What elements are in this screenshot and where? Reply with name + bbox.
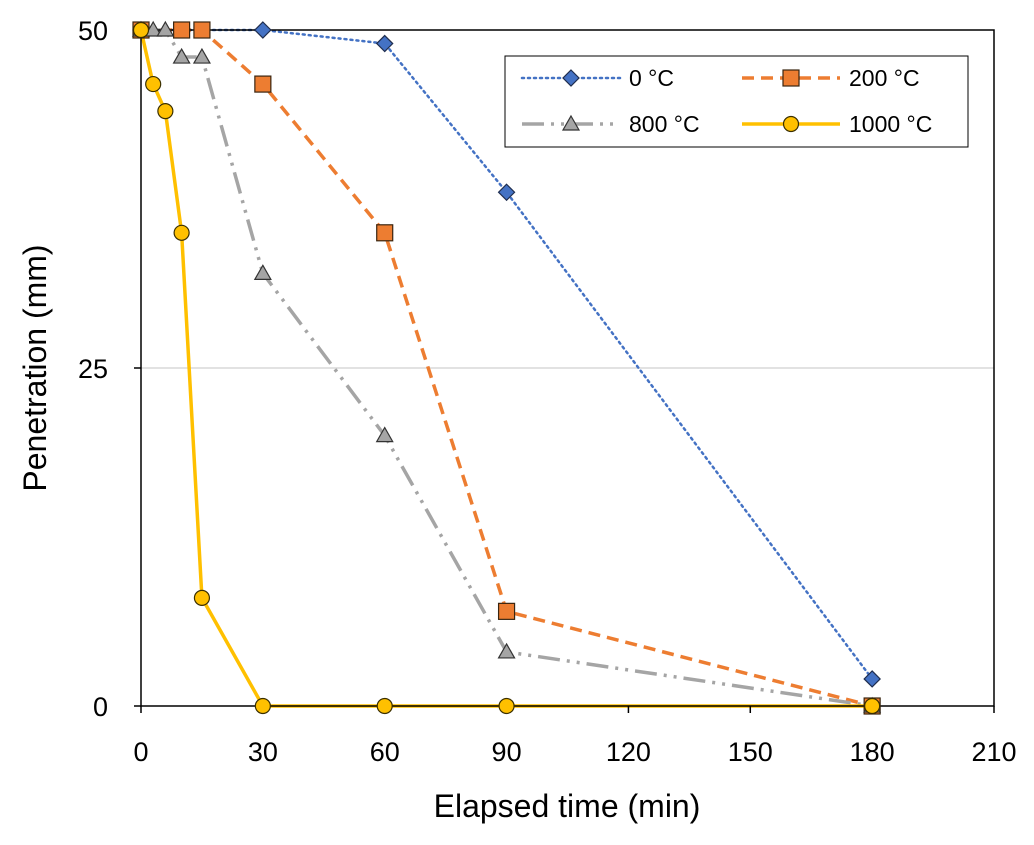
- legend-marker-2: [561, 114, 581, 131]
- legend-label-0: 0 °C: [629, 65, 674, 91]
- data-point-series-2: [144, 20, 163, 37]
- legend-marker-0: [562, 69, 580, 87]
- data-point-series-3: [173, 224, 190, 241]
- legend-marker-3: [782, 115, 800, 133]
- data-point-series-0: [254, 21, 272, 39]
- data-point-series-2: [172, 47, 191, 64]
- data-point-series-2: [497, 642, 516, 659]
- data-point-series-0: [497, 183, 516, 202]
- data-point-series-2: [192, 47, 211, 64]
- legend-box: [504, 55, 969, 148]
- data-point-series-3: [254, 697, 271, 715]
- data-point-series-1: [376, 224, 394, 242]
- x-tick-label: 30: [248, 737, 278, 767]
- y-tick-label: 0: [93, 692, 108, 722]
- data-point-series-3: [193, 589, 211, 606]
- series-markers: [131, 20, 882, 715]
- data-point-series-0: [863, 670, 881, 688]
- data-point-series-3: [864, 697, 881, 715]
- data-point-series-3: [376, 697, 393, 715]
- x-tick-label: 180: [850, 737, 895, 767]
- x-axis-title: Elapsed time (min): [434, 788, 701, 824]
- legend-label-3: 1000 °C: [849, 111, 932, 137]
- data-point-series-1: [173, 21, 191, 39]
- data-point-series-3: [157, 103, 174, 120]
- data-point-series-2: [253, 264, 272, 280]
- y-axis-title: Penetration (mm): [17, 244, 53, 491]
- x-tick-label: 210: [971, 737, 1016, 767]
- data-point-series-2: [375, 426, 394, 443]
- data-point-series-1: [193, 21, 211, 39]
- data-point-series-0: [375, 34, 394, 53]
- y-tick-label: 25: [78, 354, 108, 384]
- legend-label-2: 800 °C: [629, 111, 700, 137]
- legend-marker-1: [782, 69, 800, 87]
- data-point-series-1: [497, 602, 516, 620]
- x-tick-label: 90: [492, 737, 522, 767]
- x-tick-label: 150: [728, 737, 773, 767]
- data-point-series-3: [132, 21, 150, 39]
- x-tick-label: 60: [370, 737, 400, 767]
- legend-label-1: 200 °C: [849, 65, 920, 91]
- data-point-series-3: [498, 697, 515, 715]
- data-point-series-2: [156, 20, 175, 37]
- x-tick-label: 120: [606, 737, 651, 767]
- axis-ticks: 0 25 50 0 30 60 90 120 150 180 210: [78, 16, 1017, 767]
- data-point-series-3: [145, 75, 162, 93]
- x-tick-label: 0: [133, 737, 148, 767]
- y-tick-label: 50: [78, 16, 108, 46]
- legend: 0 °C 200 °C 800 °C 1000 °C: [504, 55, 969, 148]
- data-point-series-1: [254, 75, 272, 93]
